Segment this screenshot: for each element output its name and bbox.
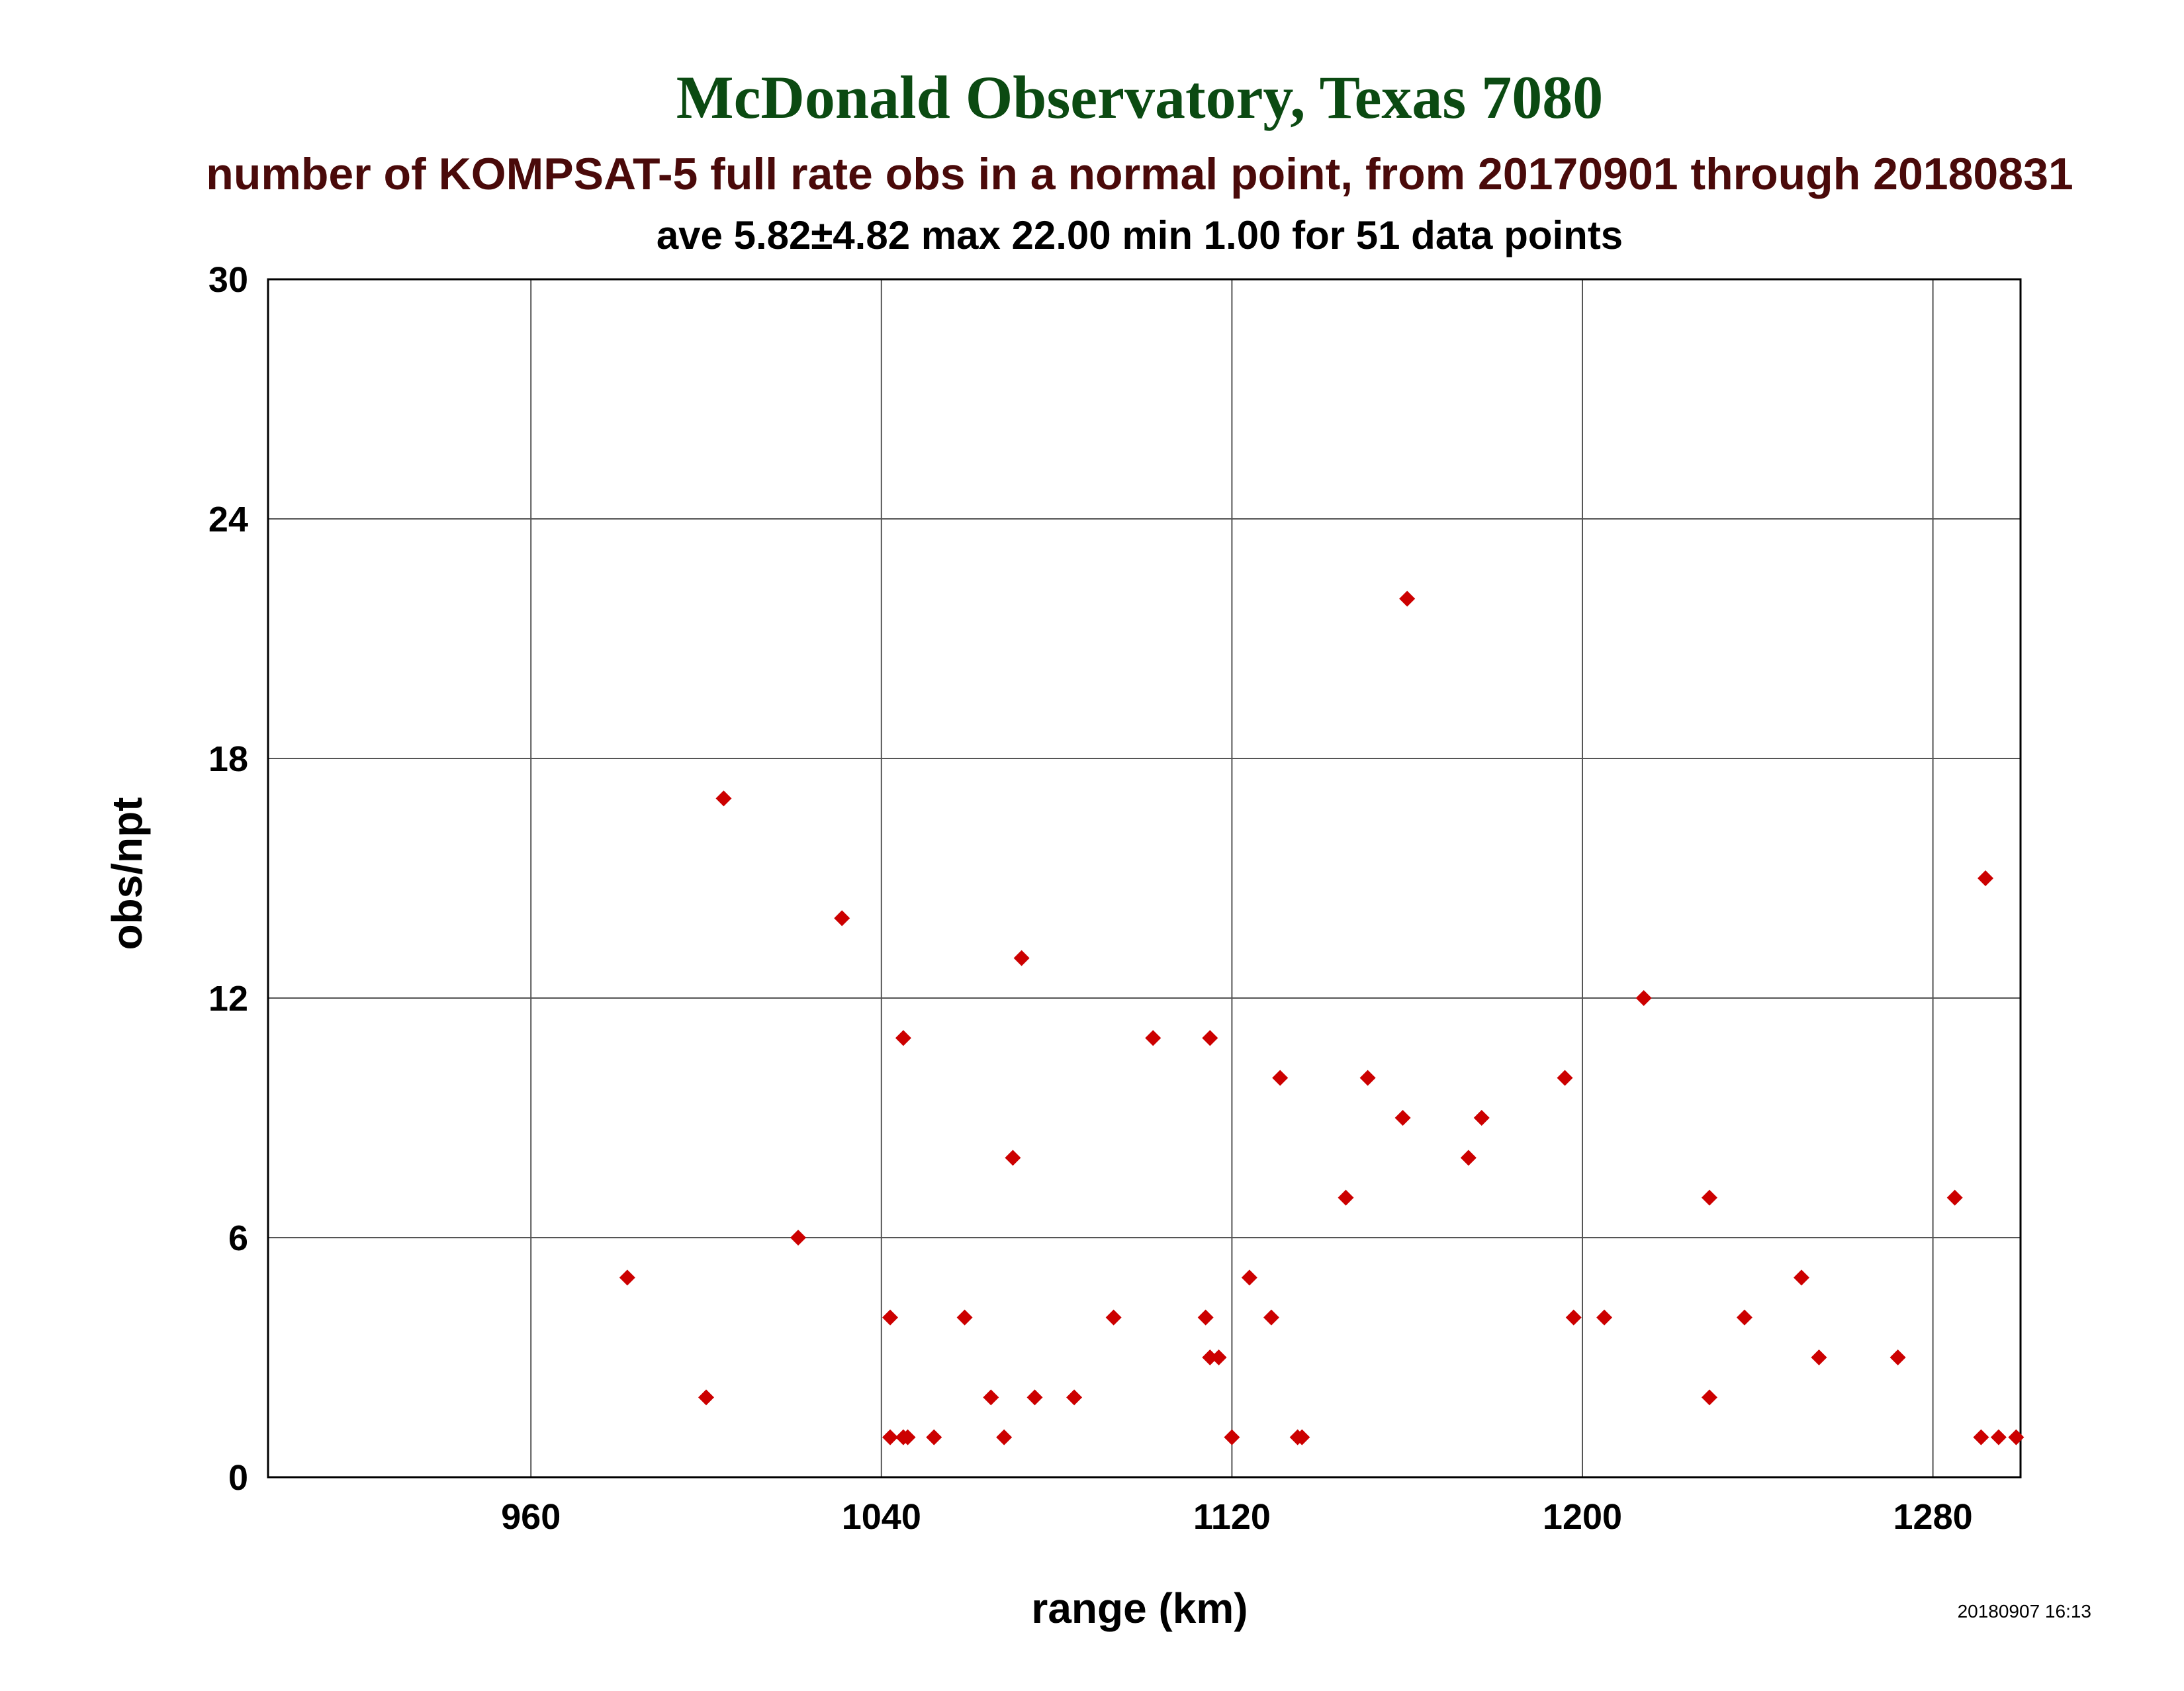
y-tick-label: 30 [208, 260, 248, 300]
timestamp: 20180907 16:13 [1958, 1601, 2091, 1622]
data-point [2008, 1429, 2025, 1445]
data-point [1224, 1429, 1240, 1445]
chart-subtitle: number of KOMPSAT-5 full rate obs in a n… [206, 149, 2073, 199]
data-point [1736, 1309, 1752, 1326]
y-tick-label: 12 [208, 979, 248, 1019]
y-axis-label: obs/npt [103, 797, 151, 950]
data-point [1946, 1189, 1963, 1206]
data-point [1202, 1349, 1218, 1365]
data-point [1294, 1429, 1310, 1445]
y-tick-label: 6 [228, 1218, 248, 1258]
data-point [1105, 1309, 1122, 1326]
data-point [1557, 1070, 1573, 1086]
plot-border [267, 278, 2022, 1479]
data-point [1066, 1389, 1083, 1406]
data-points [619, 590, 2025, 1445]
data-point [1338, 1189, 1354, 1206]
data-point [983, 1389, 999, 1406]
data-point [1026, 1389, 1043, 1406]
data-point [926, 1429, 942, 1445]
y-tick-label: 18 [208, 739, 248, 779]
data-point [1263, 1309, 1279, 1326]
x-tick-label: 1200 [1543, 1497, 1622, 1537]
data-point [1635, 990, 1652, 1006]
data-point [1473, 1110, 1490, 1126]
data-point [1596, 1309, 1613, 1326]
data-point [996, 1429, 1013, 1445]
data-point [1701, 1389, 1717, 1406]
data-point [882, 1309, 899, 1326]
data-point [1889, 1349, 1906, 1365]
chart-title: McDonald Observatory, Texas 7080 [676, 64, 1603, 131]
data-point [895, 1030, 911, 1046]
data-point [834, 910, 850, 927]
data-point [1811, 1349, 1827, 1365]
data-point [899, 1429, 916, 1445]
data-point [1202, 1030, 1218, 1046]
data-point [1460, 1150, 1477, 1166]
data-point [1701, 1189, 1717, 1206]
x-tick-label: 1280 [1893, 1497, 1973, 1537]
data-point [1210, 1349, 1227, 1365]
data-point [619, 1269, 635, 1286]
plot-frame [267, 278, 2022, 1479]
data-point [1565, 1309, 1582, 1326]
data-point [1005, 1150, 1021, 1166]
y-tick-label: 24 [208, 500, 248, 539]
x-axis-label: range (km) [1031, 1584, 1248, 1632]
data-point [1394, 1110, 1411, 1126]
data-point [956, 1309, 973, 1326]
x-tick-label: 1120 [1193, 1497, 1271, 1537]
data-point [1978, 870, 1994, 886]
grid-lines [268, 279, 2021, 1478]
data-point [882, 1429, 899, 1445]
data-point [790, 1230, 807, 1246]
data-point [1241, 1269, 1257, 1286]
tick-labels: 960 1040 1120 1200 1280 0 6 12 18 24 30 [208, 260, 1973, 1537]
stats-line: ave 5.82±4.82 max 22.00 min 1.00 for 51 … [657, 213, 1623, 257]
data-point [715, 790, 732, 807]
data-point [1272, 1070, 1289, 1086]
data-point [1197, 1309, 1214, 1326]
x-tick-label: 960 [501, 1497, 561, 1537]
data-point [1359, 1070, 1376, 1086]
data-point [1399, 590, 1416, 607]
x-tick-label: 1040 [842, 1497, 921, 1537]
data-point [698, 1389, 714, 1406]
y-tick-label: 0 [228, 1458, 248, 1498]
data-point [1973, 1429, 1989, 1445]
data-point [1145, 1030, 1161, 1046]
data-point [1794, 1269, 1809, 1286]
data-point [1990, 1429, 2007, 1445]
data-point [1013, 950, 1030, 966]
